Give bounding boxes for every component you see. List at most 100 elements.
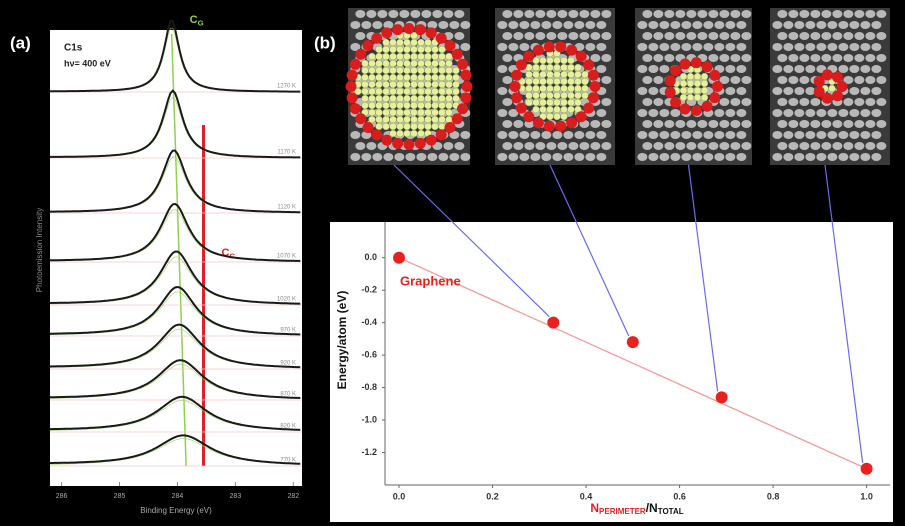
substrate-atom xyxy=(772,43,782,51)
substrate-atom xyxy=(590,120,600,128)
island-atom xyxy=(432,123,439,130)
island-atom xyxy=(411,74,418,81)
island-atom xyxy=(411,116,418,123)
substrate-atom xyxy=(843,98,853,106)
substrate-atom xyxy=(659,43,669,51)
edge-atom xyxy=(347,70,358,81)
island-atom xyxy=(540,78,547,85)
data-point xyxy=(861,463,873,475)
edge-atom xyxy=(702,101,713,112)
substrate-atom xyxy=(865,120,875,128)
island-atom xyxy=(568,99,575,106)
substrate-atom xyxy=(876,98,886,106)
island-atom xyxy=(362,67,369,74)
island-atom xyxy=(425,39,432,46)
edge-atom xyxy=(445,40,456,51)
island-atom xyxy=(540,85,547,92)
substrate-atom xyxy=(438,21,448,29)
edge-atom xyxy=(415,138,426,149)
island-atom xyxy=(397,81,404,88)
island-atom xyxy=(540,99,547,106)
island-atom xyxy=(362,88,369,95)
substrate-atom xyxy=(497,43,507,51)
island-atom xyxy=(404,116,411,123)
edge-atom xyxy=(555,41,566,52)
island-atom xyxy=(446,74,453,81)
edge-atom xyxy=(588,70,599,81)
substrate-atom xyxy=(502,54,512,62)
substrate-atom xyxy=(854,10,864,18)
substrate-atom xyxy=(508,131,518,139)
substrate-atom xyxy=(530,21,540,29)
island-atom xyxy=(453,95,460,102)
substrate-atom xyxy=(502,32,512,40)
edge-atom xyxy=(426,27,437,38)
substrate-atom xyxy=(590,10,600,18)
island-atom xyxy=(411,88,418,95)
substrate-atom xyxy=(541,153,551,161)
substrate-atom xyxy=(686,32,696,40)
island-atom xyxy=(404,88,411,95)
substrate-atom xyxy=(783,65,793,73)
x-tick-label: 286 xyxy=(56,493,68,500)
substrate-atom xyxy=(508,153,518,161)
substrate-atom xyxy=(783,43,793,51)
edge-atom xyxy=(533,117,544,128)
x-tick-label: 0.6 xyxy=(673,491,686,501)
island-atom xyxy=(376,60,383,67)
island-atom xyxy=(418,67,425,74)
edge-atom xyxy=(709,70,720,81)
figure: (a)C1shν= 400 eVCGCC1270 K1170 K1120 K10… xyxy=(0,0,905,526)
substrate-atom xyxy=(827,21,837,29)
edge-atom xyxy=(371,129,382,140)
substrate-atom xyxy=(519,21,529,29)
island-atom xyxy=(547,78,554,85)
island-atom xyxy=(533,106,540,113)
island-atom xyxy=(425,95,432,102)
island-atom xyxy=(439,60,446,67)
substrate-atom xyxy=(876,142,886,150)
island-atom xyxy=(397,102,404,109)
substrate-atom xyxy=(714,21,724,29)
substrate-atom xyxy=(703,43,713,51)
substrate-atom xyxy=(519,43,529,51)
substrate-atom xyxy=(708,10,718,18)
island-atom xyxy=(526,92,533,99)
island-atom xyxy=(568,71,575,78)
island-atom xyxy=(369,95,376,102)
island-atom xyxy=(418,109,425,116)
substrate-atom xyxy=(438,153,448,161)
substrate-atom xyxy=(816,43,826,51)
substrate-atom xyxy=(497,87,507,95)
substrate-atom xyxy=(854,142,864,150)
island-atom xyxy=(390,53,397,60)
island-atom xyxy=(687,87,694,94)
panel-label: (a) xyxy=(10,33,31,52)
substrate-atom xyxy=(876,32,886,40)
substrate-atom xyxy=(788,10,798,18)
edge-atom xyxy=(355,113,366,124)
substrate-atom xyxy=(697,120,707,128)
island-atom xyxy=(397,116,404,123)
substrate-atom xyxy=(653,76,663,84)
annotation-label-sub: C xyxy=(229,251,235,260)
substrate-atom xyxy=(502,76,512,84)
edge-atom xyxy=(346,81,357,92)
edge-atom xyxy=(670,97,681,108)
substrate-atom xyxy=(574,153,584,161)
island-atom xyxy=(383,116,390,123)
substrate-atom xyxy=(849,21,859,29)
substrate-atom xyxy=(563,131,573,139)
island-atom xyxy=(526,78,533,85)
edge-atom xyxy=(670,65,681,76)
edge-atom xyxy=(544,121,555,132)
island-atom xyxy=(411,102,418,109)
substrate-atom xyxy=(443,142,453,150)
island-atom xyxy=(554,106,561,113)
substrate-atom xyxy=(805,131,815,139)
substrate-atom xyxy=(725,131,735,139)
island-atom xyxy=(561,92,568,99)
substrate-atom xyxy=(832,10,842,18)
substrate-atom xyxy=(670,131,680,139)
substrate-atom xyxy=(777,120,787,128)
